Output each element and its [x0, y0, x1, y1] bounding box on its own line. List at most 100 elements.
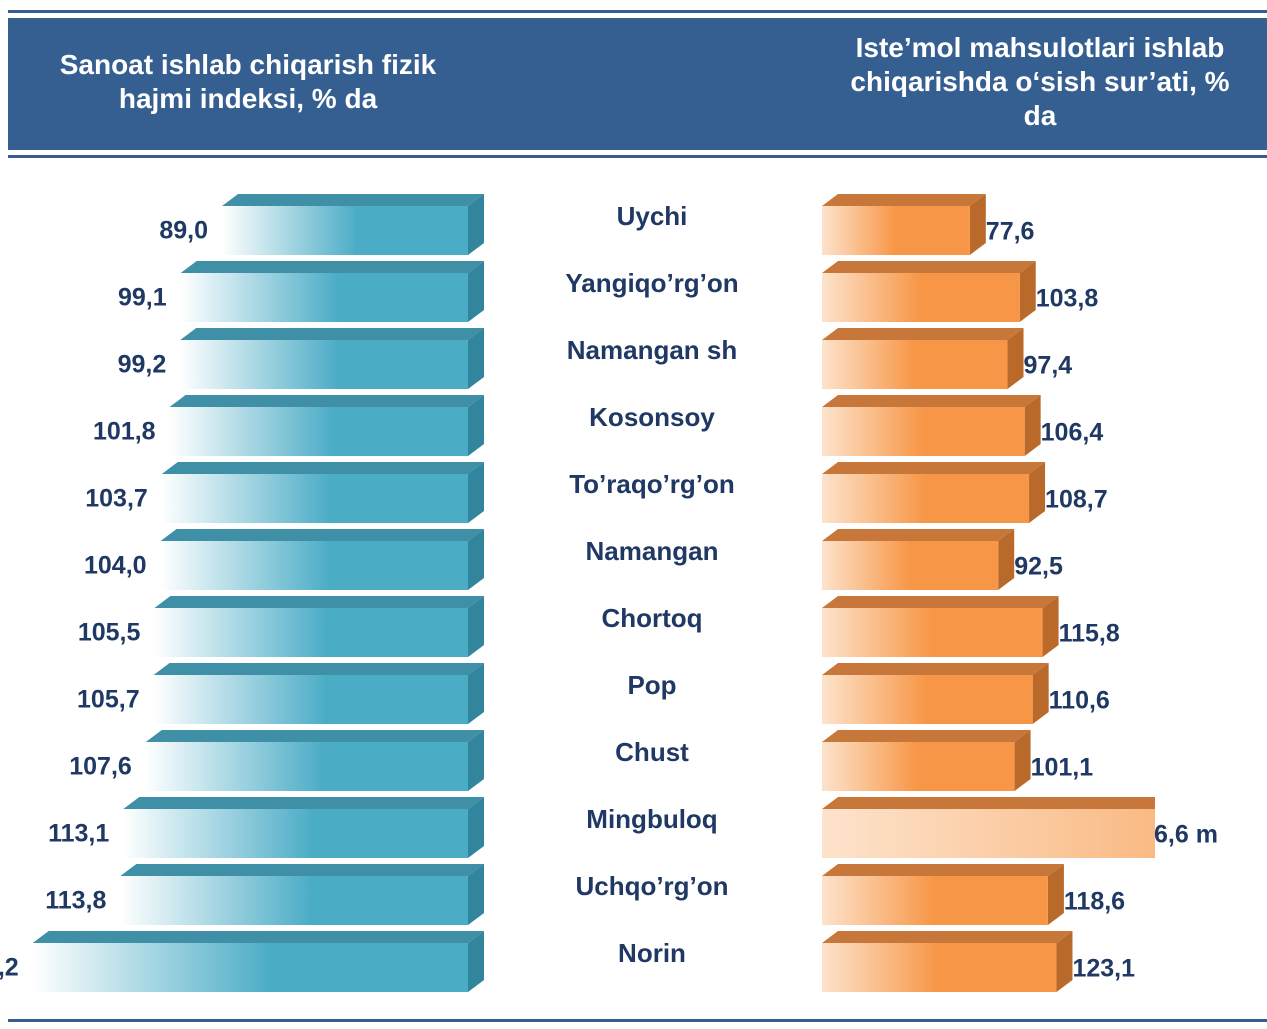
value-label: 110,6 [1049, 687, 1110, 715]
bar-side [1047, 864, 1064, 925]
top-rule [8, 10, 1267, 13]
header-band [8, 18, 1267, 150]
bar-top [822, 596, 1059, 608]
value-label: 103,7 [85, 485, 148, 513]
value-label: 105,7 [77, 686, 140, 714]
bar [145, 742, 469, 791]
bar-side [1007, 328, 1024, 389]
bar-side [1029, 462, 1046, 523]
left-header: Sanoat ishlab chiqarish fizik hajmi indek… [60, 49, 437, 114]
bar-top [123, 797, 485, 809]
bar [822, 675, 1033, 724]
bar-top [822, 797, 1155, 809]
bar [822, 273, 1020, 322]
bar-top [822, 663, 1049, 675]
bar-top [822, 261, 1036, 273]
bar-side [1019, 261, 1036, 322]
value-label: 6,6 m [1154, 821, 1218, 849]
bar-side [1032, 663, 1049, 724]
bar-side [468, 462, 484, 523]
bar-top [822, 395, 1041, 407]
value-label: 99,2 [118, 351, 167, 379]
value-label: 89,0 [159, 217, 208, 245]
category-label: Kosonsoy [589, 402, 715, 432]
value-label: 123,1 [1072, 955, 1135, 983]
category-label: Mingbuloq [586, 804, 717, 834]
category-label: Yangiqo’rg’on [565, 268, 738, 298]
bar-side [468, 730, 484, 791]
bar-side [1042, 596, 1059, 657]
bar-top [222, 194, 484, 206]
bar-side [1014, 730, 1031, 791]
bar-side [969, 194, 986, 255]
value-label: 113,1 [48, 820, 109, 848]
bar [822, 474, 1030, 523]
value-label: 77,6 [986, 218, 1035, 246]
bar-side [468, 261, 484, 322]
bar-top [822, 864, 1064, 876]
bar-top [161, 462, 484, 474]
bar-side [468, 864, 484, 925]
bar [153, 675, 468, 724]
bar [123, 809, 469, 858]
bar-side [468, 529, 484, 590]
value-label: 92,5 [1014, 553, 1063, 581]
value-label: 99,1 [118, 284, 167, 312]
bar-side [1056, 931, 1073, 992]
bar [822, 340, 1008, 389]
right-bars [822, 194, 1155, 992]
bar-top [160, 529, 484, 541]
value-label: 108,7 [1045, 486, 1108, 514]
right-header: Iste’mol mahsulotlari ishlab chiqarishda … [850, 32, 1229, 131]
bar [160, 541, 468, 590]
value-label: 105,5 [78, 619, 141, 647]
bar-side [1024, 395, 1041, 456]
value-label: 135,2 [0, 954, 19, 982]
value-label: 115,8 [1059, 620, 1120, 648]
bar-side [468, 797, 484, 858]
bar [822, 541, 999, 590]
bar-top [822, 194, 986, 206]
bar-side [468, 194, 484, 255]
bar [822, 943, 1057, 992]
value-label: 101,8 [93, 418, 156, 446]
category-label: Pop [627, 670, 676, 700]
bar-top [32, 931, 485, 943]
bar-top [180, 261, 485, 273]
category-label: Chortoq [601, 603, 702, 633]
bar [180, 273, 469, 322]
category-label: Namangan sh [567, 335, 738, 365]
value-label: 106,4 [1041, 419, 1104, 447]
bar-side [468, 931, 484, 992]
bar [822, 809, 1155, 858]
bar-top [822, 328, 1024, 340]
bar [822, 608, 1043, 657]
bar [822, 876, 1048, 925]
value-label: 118,6 [1064, 888, 1125, 916]
bottom-rule [8, 1019, 1267, 1022]
bar-side [468, 395, 484, 456]
category-label: Namangan [586, 536, 719, 566]
bar-top [120, 864, 484, 876]
bar-top [154, 596, 484, 608]
bar [120, 876, 468, 925]
value-label: 101,1 [1031, 754, 1094, 782]
bar [169, 407, 469, 456]
category-label: Norin [618, 938, 686, 968]
bar-side [468, 596, 484, 657]
category-label: Chust [615, 737, 689, 767]
bar [154, 608, 468, 657]
bar-side [468, 328, 484, 389]
category-label: To’raqo’rg’on [569, 469, 735, 499]
bar [180, 340, 469, 389]
bar-top [169, 395, 485, 407]
bar [161, 474, 468, 523]
bar [222, 206, 468, 255]
bar-side [468, 663, 484, 724]
value-label: 104,0 [84, 552, 147, 580]
bar-top [822, 462, 1046, 474]
bar-top [822, 931, 1073, 943]
bar [822, 206, 970, 255]
bar-top [153, 663, 484, 675]
